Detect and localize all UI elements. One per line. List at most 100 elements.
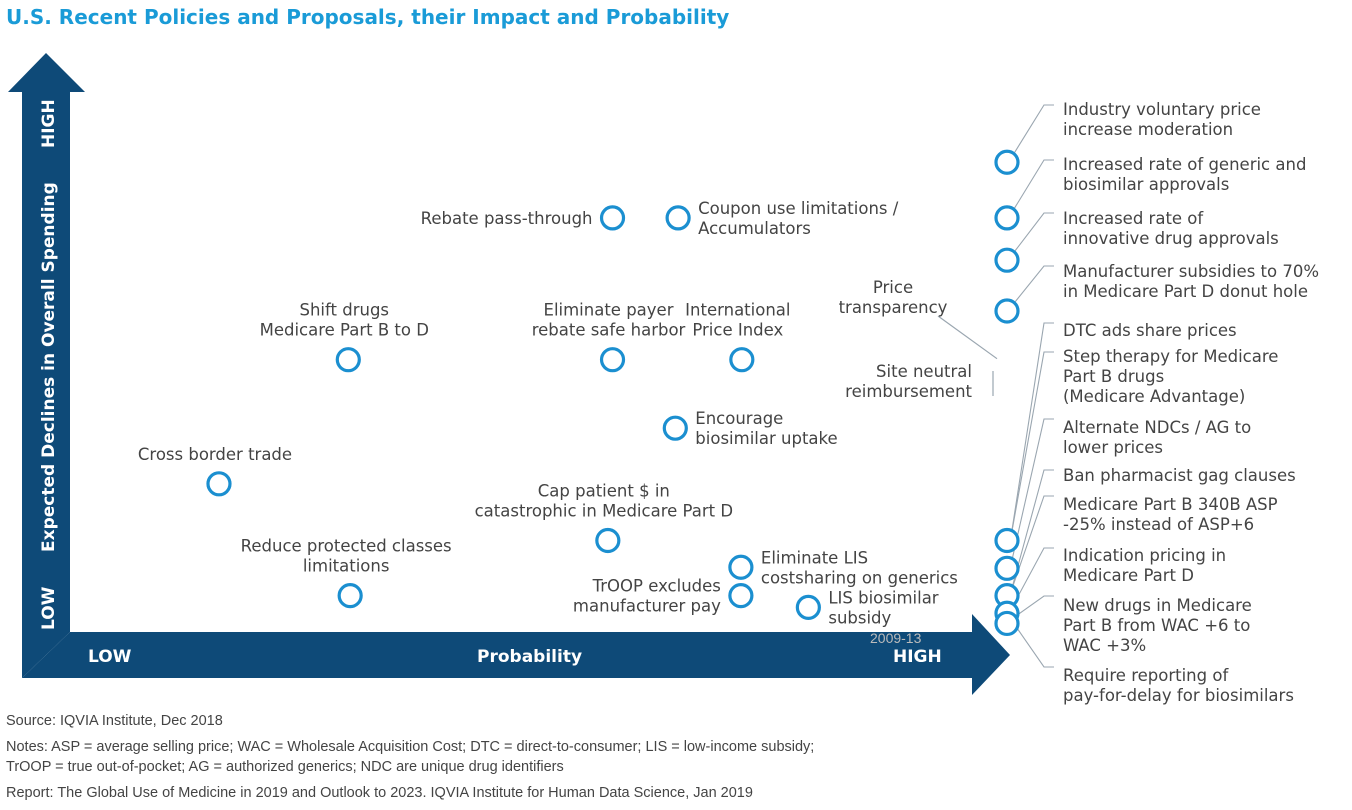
leader-line <box>1010 351 1054 537</box>
high-probability-label-line: pay-for-delay for biosimilars <box>1063 686 1294 705</box>
footer-notes-line2: TrOOP = true out-of-pocket; AG = authori… <box>6 759 564 775</box>
point-marker <box>595 527 621 554</box>
footer-report: Report: The Global Use of Medicine in 20… <box>6 785 753 801</box>
point-marker <box>728 583 754 609</box>
point-label-line: manufacturer pay <box>573 597 721 616</box>
x-axis-low-label: LOW <box>88 647 132 667</box>
high-probability-marker <box>994 149 1020 175</box>
point-marker <box>729 347 755 373</box>
footer-source: Source: IQVIA Institute, Dec 2018 <box>6 713 223 729</box>
high-probability-label-line: Industry voluntary price <box>1063 100 1261 119</box>
high-probability-label-line: Part B from WAC +6 to <box>1063 616 1250 635</box>
high-probability-label-line: Indication pricing in <box>1063 546 1226 565</box>
high-probability-marker <box>994 247 1020 273</box>
point-label: Shift drugs Medicare Part B to D <box>260 301 429 340</box>
high-probability-marker <box>994 205 1020 231</box>
high-probability-label-line: in Medicare Part D donut hole <box>1063 282 1308 301</box>
point-label: TrOOP excludes manufacturer pay <box>573 577 721 616</box>
high-probability-label-line: (Medicare Advantage) <box>1063 387 1245 406</box>
leader-line <box>1010 159 1054 215</box>
high-probability-label: Increased rate of generic and biosimilar … <box>1063 155 1306 194</box>
point-marker <box>206 471 232 497</box>
high-probability-label-line: lower prices <box>1063 438 1163 457</box>
high-probability-label: New drugs in Medicare Part B from WAC +6 … <box>1063 596 1252 655</box>
high-probability-marker <box>994 610 1020 637</box>
point-label-line: costsharing on generics <box>761 568 958 587</box>
axes: LOW Expected Declines in Overall Spendin… <box>8 53 1010 695</box>
point-label-line: transparency <box>839 298 948 317</box>
point-label-line: Reduce protected classes <box>241 537 452 556</box>
high-probability-label: Ban pharmacist gag clauses <box>1063 466 1296 485</box>
high-probability-label-line: Medicare Part B 340B ASP <box>1063 495 1278 514</box>
point-label-line: Medicare Part B to D <box>260 321 429 340</box>
high-probability-label-line: innovative drug approvals <box>1063 229 1279 248</box>
leader-line <box>937 315 998 360</box>
leader-line <box>1010 619 1054 668</box>
point-label: Coupon use limitations / Accumulators <box>698 199 899 238</box>
leader-line <box>1010 104 1054 159</box>
point-label-line: biosimilar uptake <box>695 429 837 448</box>
high-probability-label-line: Medicare Part D <box>1063 566 1194 585</box>
high-probability-label-line: WAC +3% <box>1063 636 1146 655</box>
high-probability-label: Alternate NDCs / AG to lower prices <box>1063 418 1251 457</box>
leader-line <box>1010 322 1054 537</box>
high-probability-marker <box>994 555 1020 581</box>
leader-line <box>1010 265 1054 308</box>
point-label: Reduce protected classes limitations <box>241 537 452 576</box>
high-probability-label-line: Alternate NDCs / AG to <box>1063 418 1251 437</box>
high-probability-label: Manufacturer subsidies to 70% in Medicare… <box>1063 262 1319 301</box>
high-probability-label: Indication pricing in Medicare Part D <box>1063 546 1226 585</box>
y-axis-low-label: LOW <box>39 586 59 630</box>
high-probability-label-line: Require reporting of <box>1063 666 1229 685</box>
high-probability-labels: Industry voluntary price increase moderat… <box>1063 100 1319 705</box>
point-label-line: rebate safe harbor <box>532 321 686 340</box>
point-label-line: catastrophic in Medicare Part D <box>475 502 733 521</box>
point-label: LIS biosimilar subsidy <box>828 588 938 627</box>
high-probability-label-line: biosimilar approvals <box>1063 175 1229 194</box>
footer: Source: IQVIA Institute, Dec 2018 Notes:… <box>6 713 814 801</box>
leader-line <box>1010 595 1054 620</box>
x-axis-high-label: HIGH <box>893 647 942 667</box>
point-label-line: Rebate pass-through <box>421 209 593 228</box>
point-label: Site neutral reimbursement <box>845 362 972 401</box>
point-markers <box>206 149 1020 637</box>
leader-line <box>1010 418 1054 565</box>
high-probability-label-line: Increased rate of generic and <box>1063 155 1306 174</box>
high-probability-label-line: Increased rate of <box>1063 209 1204 228</box>
point-marker <box>665 205 691 231</box>
point-label: Rebate pass-through <box>421 209 593 228</box>
y-axis-arrow <box>8 53 85 678</box>
leader-line <box>1010 495 1054 592</box>
high-probability-label: DTC ads share prices <box>1063 321 1237 340</box>
point-label-line: LIS biosimilar <box>828 588 938 607</box>
point-label-line: International <box>685 301 790 320</box>
high-probability-label-line: Manufacturer subsidies to 70% <box>1063 262 1319 281</box>
point-label: Cap patient $ in catastrophic in Medicare… <box>475 482 733 521</box>
point-label: Cross border trade <box>138 445 292 464</box>
point-label: Eliminate payer rebate safe harbor <box>532 301 686 340</box>
point-label-line: Shift drugs <box>300 301 390 320</box>
point-label-line: Price Index <box>692 321 783 340</box>
point-marker <box>599 205 626 231</box>
chart-title: U.S. Recent Policies and Proposals, thei… <box>6 5 729 29</box>
leader-line <box>1010 212 1054 257</box>
high-probability-label: Medicare Part B 340B ASP -25% instead of … <box>1063 495 1278 534</box>
point-marker <box>335 347 361 373</box>
high-probability-label-line: Part B drugs <box>1063 367 1164 386</box>
point-label-line: Coupon use limitations / <box>698 199 899 218</box>
leader-line <box>1010 547 1054 610</box>
point-label-line: Cap patient $ in <box>538 482 670 501</box>
point-label-line: Site neutral <box>876 362 972 381</box>
high-probability-label-line: DTC ads share prices <box>1063 321 1237 340</box>
leader-lines <box>937 104 1054 668</box>
point-label-line: limitations <box>303 557 390 576</box>
leader-line <box>1010 469 1054 592</box>
point-marker <box>599 347 626 373</box>
high-probability-label-line: Step therapy for Medicare <box>1063 347 1278 366</box>
high-probability-label: Industry voluntary price increase moderat… <box>1063 100 1261 139</box>
point-label-line: Cross border trade <box>138 445 292 464</box>
point-label: International Price Index <box>685 301 790 340</box>
point-marker <box>337 583 363 609</box>
point-marker <box>662 415 688 441</box>
point-label-line: TrOOP excludes <box>592 577 721 596</box>
